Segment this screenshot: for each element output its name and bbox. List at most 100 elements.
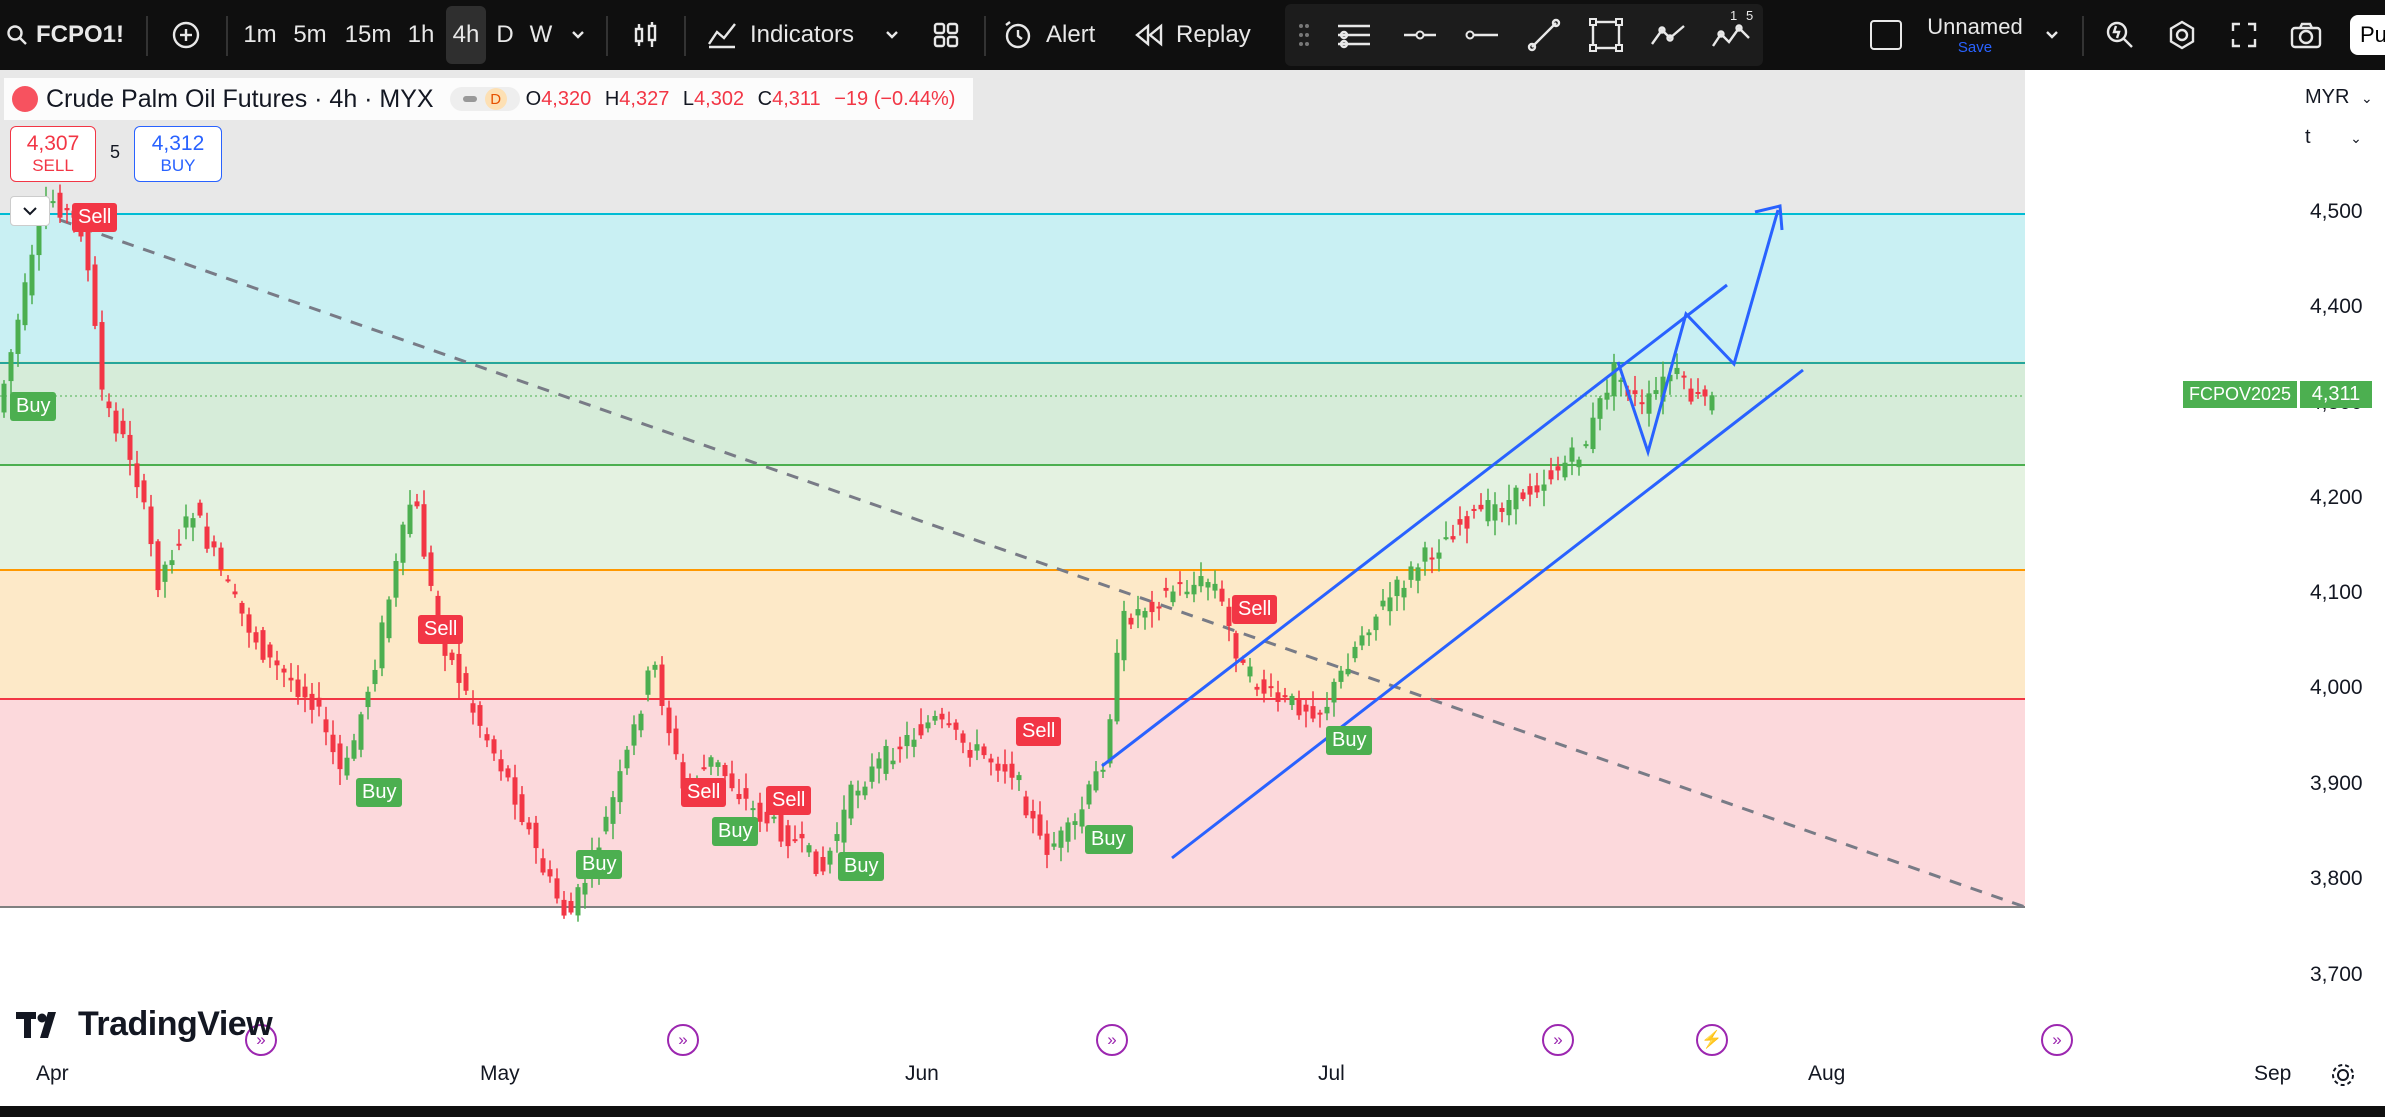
sell-signal-label[interactable]: Sell — [418, 615, 464, 644]
high-label: H — [604, 87, 620, 110]
candle-body — [1037, 814, 1043, 836]
chevron-down-icon: ⌄ — [2350, 130, 2362, 146]
trend-line-tool[interactable] — [1520, 0, 1568, 70]
path-tool[interactable] — [1644, 0, 1692, 70]
horizontal-ray-tool[interactable] — [1396, 0, 1444, 70]
candle-body — [64, 208, 70, 211]
plus-circle-icon — [172, 21, 200, 49]
layout-name: Unnamed — [1927, 14, 2023, 39]
collapse-legend-button[interactable] — [10, 196, 50, 226]
channel-upper-line[interactable] — [1101, 283, 1728, 768]
buy-signal-label[interactable]: Buy — [838, 852, 885, 881]
alert-button[interactable]: Alert — [1002, 0, 1112, 70]
snapshot-button[interactable] — [2284, 0, 2328, 70]
layout-dropdown[interactable] — [2038, 0, 2066, 70]
candle-body — [1590, 417, 1596, 450]
sell-signal-label[interactable]: Sell — [1232, 595, 1278, 624]
sell-signal-label[interactable]: Sell — [72, 203, 118, 232]
tf-w[interactable]: W — [529, 21, 553, 48]
indicators-button[interactable]: Indicators — [706, 0, 866, 70]
quick-search-button[interactable] — [2098, 0, 2142, 70]
candle-body — [484, 734, 490, 741]
tradingview-logo[interactable]: TradingView — [16, 1005, 273, 1044]
tf-d[interactable]: D — [496, 21, 514, 48]
tf-5m[interactable]: 5m — [293, 21, 327, 48]
candle-body — [1254, 686, 1260, 690]
candle-body — [1156, 606, 1162, 609]
time-tick: Jul — [1318, 1062, 1345, 1085]
candle-body — [1023, 796, 1029, 816]
sell-button[interactable]: 4,307 SELL — [10, 126, 96, 182]
publish-button[interactable]: Pu — [2350, 15, 2385, 55]
horizontal-line-tool[interactable] — [1458, 0, 1506, 70]
candle-body — [925, 722, 931, 729]
candle-body — [169, 560, 175, 566]
data-mode-pill[interactable]: D — [449, 87, 520, 111]
candle-body — [813, 851, 819, 874]
tf-1h[interactable]: 1h — [407, 21, 435, 48]
price-axis[interactable] — [2025, 70, 2385, 1040]
buy-button[interactable]: 4,312 BUY — [134, 126, 222, 182]
candle-body — [1226, 606, 1232, 627]
tf-15m[interactable]: 15m — [344, 21, 392, 48]
sell-signal-label[interactable]: Sell — [1016, 717, 1062, 746]
candle-body — [1289, 695, 1295, 706]
time-axis[interactable] — [0, 1040, 2385, 1106]
event-marker-icon[interactable]: » — [245, 1024, 277, 1056]
event-marker-icon[interactable]: » — [1096, 1024, 1128, 1056]
dashed-trend-line[interactable] — [59, 218, 2025, 909]
candle-body — [1086, 784, 1092, 805]
candle-body — [491, 739, 497, 754]
object-tree-button[interactable] — [1330, 0, 1378, 70]
pattern-tool[interactable] — [1706, 0, 1756, 70]
chart-pane[interactable] — [0, 70, 2025, 1040]
rectangle-tool[interactable] — [1582, 0, 1630, 70]
candle-body — [547, 869, 553, 877]
sell-signal-label[interactable]: Sell — [766, 786, 812, 815]
chart-canvas[interactable] — [0, 70, 2025, 1040]
candle-body — [953, 722, 959, 730]
templates-button[interactable] — [924, 0, 968, 70]
buy-signal-label[interactable]: Buy — [10, 392, 57, 421]
candle-body — [323, 719, 329, 733]
tf-4h[interactable]: 4h — [446, 6, 486, 64]
buy-signal-label[interactable]: Buy — [356, 778, 403, 807]
tf-1m[interactable]: 1m — [243, 21, 277, 48]
layout-name-button[interactable]: Unnamed Save — [1920, 0, 2030, 70]
chart-type-button[interactable] — [624, 0, 668, 70]
symbol-search[interactable]: FCPO1! — [6, 0, 126, 70]
buy-signal-label[interactable]: Buy — [576, 850, 623, 879]
event-marker-icon[interactable]: » — [1542, 1024, 1574, 1056]
buy-signal-label[interactable]: Buy — [1085, 825, 1132, 854]
indicators-icon — [708, 23, 736, 49]
currency-dropdown[interactable]: MYR ⌄ — [2305, 86, 2373, 109]
settings-button[interactable] — [2160, 0, 2204, 70]
event-marker-icon[interactable]: » — [2041, 1024, 2073, 1056]
replay-button[interactable]: Replay — [1134, 0, 1258, 70]
event-dividend-icon[interactable]: ⚡ — [1696, 1024, 1728, 1056]
sell-signal-label[interactable]: Sell — [681, 778, 727, 807]
time-tick: May — [480, 1062, 520, 1085]
axis-settings-button[interactable] — [2328, 1060, 2358, 1095]
candle-body — [134, 463, 140, 488]
indicators-dropdown[interactable] — [878, 0, 906, 70]
candle-body — [106, 401, 112, 409]
channel-lower-line[interactable] — [1171, 368, 1804, 860]
candle-body — [428, 552, 434, 586]
projection-path[interactable] — [1616, 209, 1780, 458]
drag-handle-icon[interactable] — [1292, 0, 1316, 70]
buy-signal-label[interactable]: Buy — [712, 817, 759, 846]
fullscreen-button[interactable] — [2222, 0, 2266, 70]
symbol-legend[interactable]: Crude Palm Oil Futures · 4h · MYX D O4,3… — [4, 78, 974, 120]
unit-dropdown[interactable]: t ⌄ — [2305, 126, 2375, 149]
event-marker-icon[interactable]: » — [667, 1024, 699, 1056]
candle-body — [302, 686, 308, 698]
add-symbol-button[interactable] — [164, 0, 208, 70]
candle-body — [918, 724, 924, 736]
timeframe-dropdown[interactable] — [564, 0, 592, 70]
candle-body — [631, 724, 637, 746]
candle-body — [1275, 692, 1281, 702]
buy-signal-label[interactable]: Buy — [1326, 726, 1373, 755]
candle-body — [267, 644, 273, 658]
layout-checkbox[interactable] — [1868, 0, 1904, 70]
